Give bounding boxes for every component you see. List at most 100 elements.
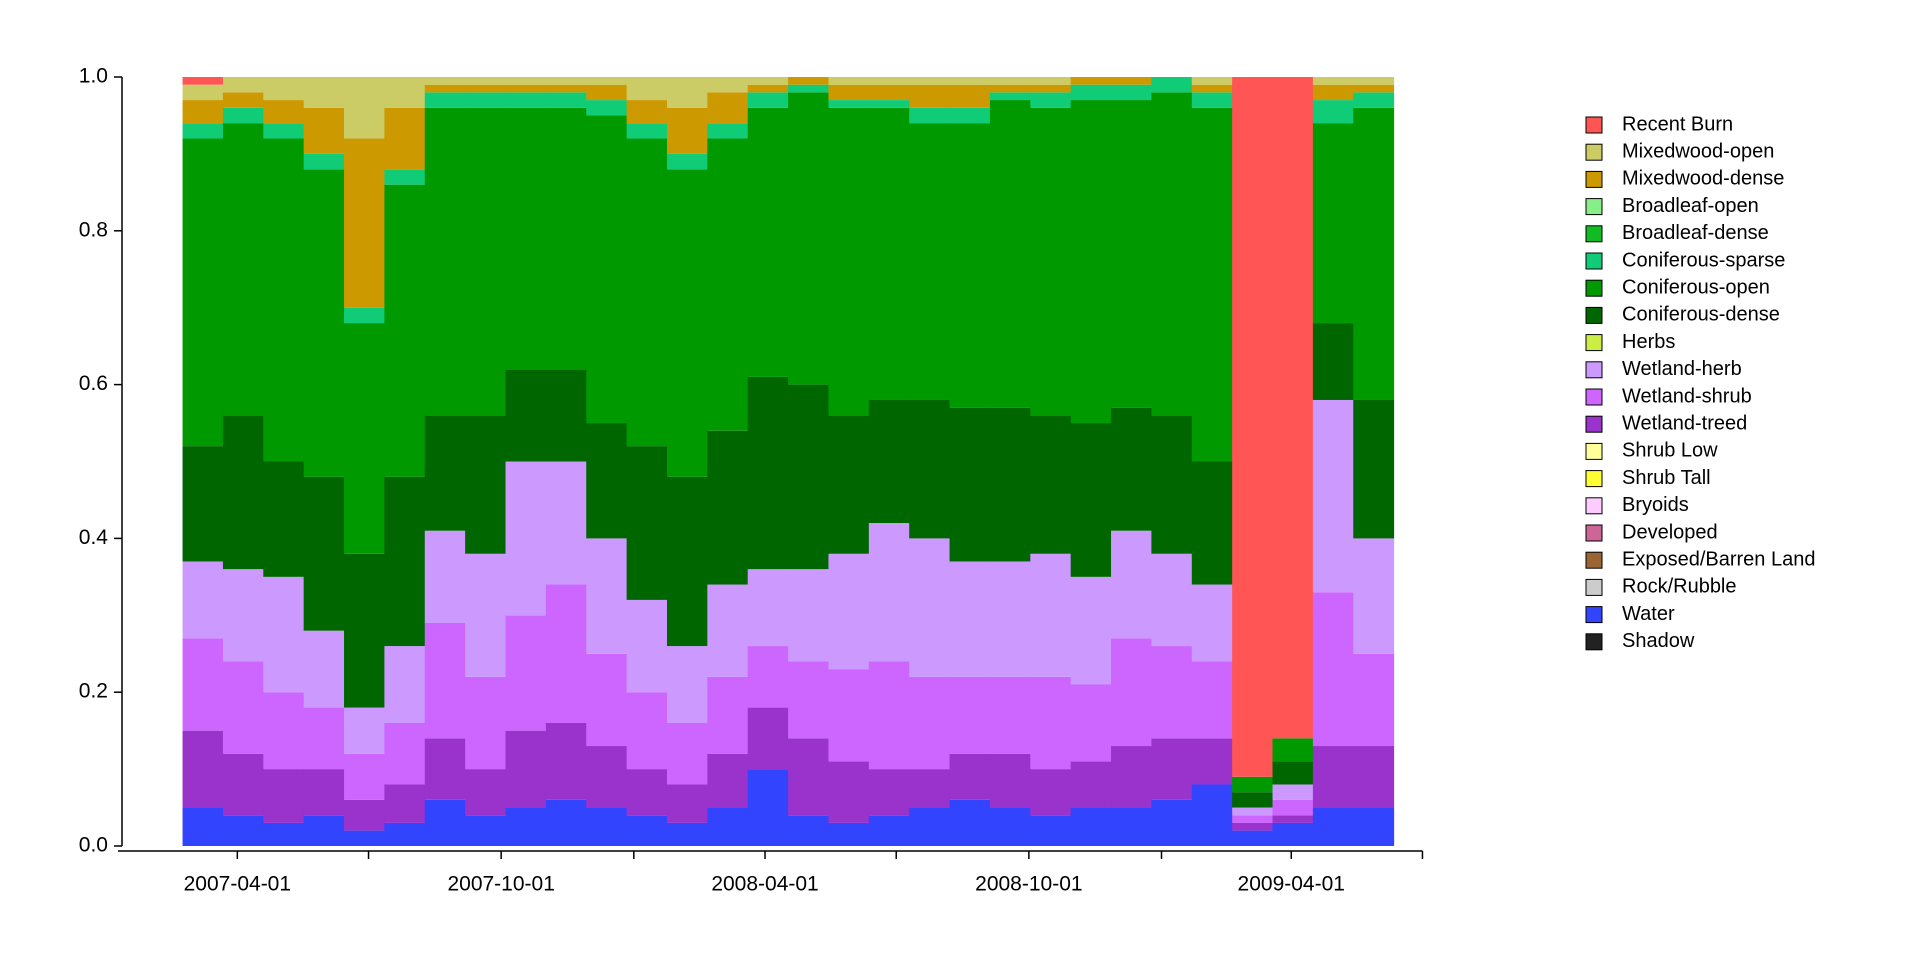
bar-segment bbox=[1191, 77, 1233, 85]
bar-segment bbox=[303, 815, 345, 846]
legend-swatch bbox=[1585, 116, 1603, 134]
bar-segment bbox=[303, 707, 345, 770]
bar-segment bbox=[424, 92, 466, 108]
bar-segment bbox=[989, 92, 1031, 101]
bar-segment bbox=[424, 622, 466, 739]
bar-segment bbox=[1353, 746, 1395, 808]
bar-segment bbox=[1070, 423, 1112, 577]
bar-segment bbox=[384, 184, 426, 477]
bar-segment bbox=[545, 369, 587, 462]
bar-segment bbox=[505, 84, 547, 93]
bar-segment bbox=[1312, 123, 1354, 324]
bar-segment bbox=[222, 107, 264, 124]
bar-segment bbox=[222, 92, 264, 108]
bar-segment bbox=[707, 123, 749, 139]
legend-label: Recent Burn bbox=[1622, 113, 1733, 135]
bar-segment bbox=[666, 107, 708, 154]
bar-segment bbox=[263, 769, 305, 823]
bar-segment bbox=[1070, 84, 1112, 101]
legend-swatch bbox=[1585, 306, 1603, 324]
bar-segment bbox=[1191, 738, 1233, 785]
bar-segment bbox=[626, 769, 668, 816]
x-tick-label: 2007-10-01 bbox=[447, 873, 554, 896]
bar-segment bbox=[666, 822, 708, 846]
bar-segment bbox=[666, 784, 708, 823]
legend-label: Broadleaf-open bbox=[1622, 195, 1759, 217]
bar-segment bbox=[788, 384, 829, 570]
bar-segment bbox=[344, 138, 385, 308]
bar-segment bbox=[747, 77, 789, 85]
bar-segment bbox=[868, 815, 910, 846]
bar-segment bbox=[1070, 77, 1112, 85]
legend-swatch bbox=[1585, 334, 1603, 352]
bar-segment bbox=[1111, 807, 1152, 846]
bar-segment bbox=[989, 407, 1031, 562]
bar-segment bbox=[586, 77, 628, 85]
bar-segment bbox=[1232, 776, 1274, 793]
bar-segment bbox=[303, 769, 345, 816]
bar-segment bbox=[1151, 738, 1193, 800]
bar-segment bbox=[868, 77, 910, 85]
bar-segment bbox=[626, 100, 668, 124]
bar-segment bbox=[666, 646, 708, 723]
bar-segment bbox=[828, 84, 870, 101]
bar-segment bbox=[222, 753, 264, 816]
legend-swatch bbox=[1585, 442, 1603, 460]
bar-segment bbox=[303, 77, 345, 108]
bar-segment bbox=[182, 807, 224, 846]
bar-segment bbox=[1353, 92, 1395, 108]
y-tick-label: 0.2 bbox=[79, 680, 108, 703]
bar-segment bbox=[182, 138, 224, 447]
bar-segment bbox=[788, 815, 829, 846]
bar-segment bbox=[747, 569, 789, 647]
bar-segment bbox=[182, 561, 224, 639]
bar-segment bbox=[263, 822, 305, 846]
bar-segment bbox=[949, 107, 991, 124]
bar-segment bbox=[1030, 77, 1072, 85]
bar-segment bbox=[1111, 746, 1152, 808]
bar-segment bbox=[707, 807, 749, 846]
bar-segment bbox=[1272, 784, 1314, 800]
bar-segment bbox=[384, 722, 426, 785]
bar-segment bbox=[465, 553, 507, 677]
legend-swatch bbox=[1585, 633, 1603, 651]
bar-segment bbox=[1232, 77, 1274, 777]
bar-segment bbox=[788, 77, 829, 85]
bar-segment bbox=[1272, 822, 1314, 846]
bar-segment bbox=[182, 638, 224, 731]
bar-segment bbox=[707, 138, 749, 431]
bar-segment bbox=[1111, 638, 1152, 747]
legend-label: Wetland-treed bbox=[1622, 412, 1747, 434]
legend-swatch bbox=[1585, 225, 1603, 243]
bar-segment bbox=[949, 123, 991, 408]
bar-segment bbox=[424, 738, 466, 800]
bar-segment bbox=[828, 415, 870, 554]
bar-segment bbox=[707, 430, 749, 585]
bar-segment bbox=[788, 738, 829, 816]
bar-segment bbox=[344, 753, 385, 800]
bar-segment bbox=[1030, 676, 1072, 770]
bar-segment bbox=[1232, 792, 1274, 808]
legend-swatch bbox=[1585, 497, 1603, 515]
bar-segment bbox=[1272, 738, 1314, 762]
legend-swatch bbox=[1585, 606, 1603, 624]
bar-segment bbox=[1312, 746, 1354, 808]
bar-segment bbox=[828, 761, 870, 823]
bar-segment bbox=[182, 77, 224, 85]
bar-segment bbox=[263, 77, 305, 101]
bar-segment bbox=[182, 100, 224, 124]
bar-segment bbox=[707, 753, 749, 808]
bar-segment bbox=[505, 730, 547, 808]
bar-segment bbox=[868, 399, 910, 524]
bar-segment bbox=[303, 630, 345, 708]
bar-segment bbox=[465, 676, 507, 770]
bar-segment bbox=[666, 77, 708, 108]
bar-segment bbox=[666, 153, 708, 170]
bar-segment bbox=[707, 92, 749, 124]
bar-segment bbox=[1232, 822, 1274, 831]
bar-segment bbox=[424, 415, 466, 531]
bar-segment bbox=[1151, 553, 1193, 647]
bar-segment bbox=[626, 446, 668, 600]
bar-segment bbox=[949, 77, 991, 85]
legend-swatch bbox=[1585, 198, 1603, 216]
